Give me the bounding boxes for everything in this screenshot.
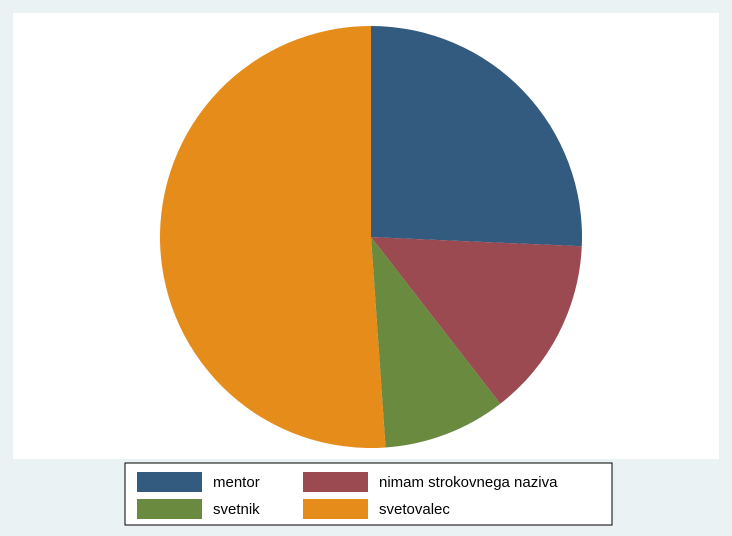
legend (124, 462, 613, 526)
legend-entries: mentor nimam strokovnega naziva svetnik sve… (137, 472, 558, 519)
legend-label: mentor (213, 474, 260, 491)
pie-slice (371, 237, 501, 448)
legend-key (137, 472, 202, 492)
legend-label: nimam strokovnega naziva (379, 474, 558, 491)
legend-label: svetnik (213, 501, 260, 518)
legend-label: svetovalec (379, 501, 450, 518)
slices (160, 26, 583, 448)
legend-key (303, 499, 368, 519)
legend-key (303, 472, 368, 492)
pie-slice (160, 26, 386, 448)
pie-slice (371, 26, 583, 247)
legend-key (137, 499, 202, 519)
pie-slice (371, 237, 582, 404)
